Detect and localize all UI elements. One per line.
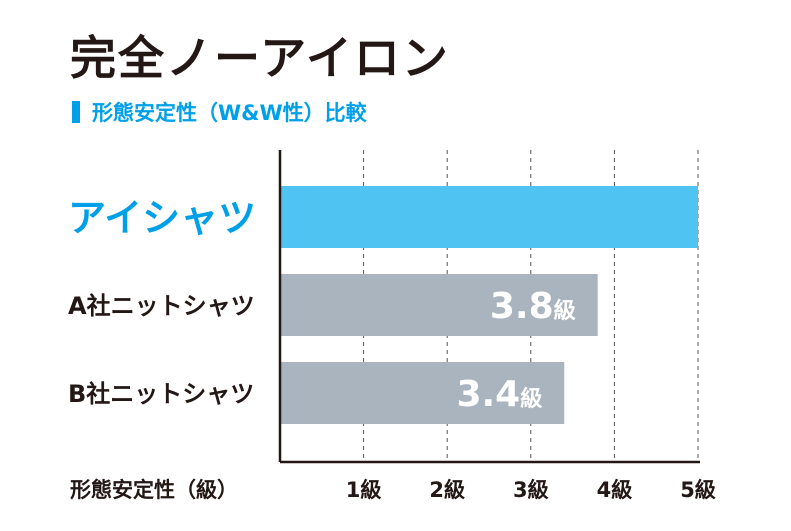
chart-title: 完全ノーアイロン <box>70 31 450 85</box>
category-label: A社ニットシャツ <box>68 292 255 320</box>
category-label: アイシャツ <box>68 196 256 240</box>
value-label: 3.4級 <box>456 374 542 415</box>
tick-label: 1級 <box>346 478 382 502</box>
value-label: 3.8級 <box>490 286 576 327</box>
bar <box>280 362 565 424</box>
category-label: B社ニットシャツ <box>68 380 254 408</box>
tick-label: 2級 <box>429 478 465 502</box>
subtitle-marker <box>72 101 80 123</box>
bar <box>280 186 698 248</box>
chart-subtitle: 形態安定性（W&W性）比較 <box>92 101 367 125</box>
x-axis-label: 形態安定性（級） <box>70 478 238 502</box>
tick-label: 4級 <box>597 478 633 502</box>
tick-label: 3級 <box>513 478 549 502</box>
chart-subtitle-wrap: 形態安定性（W&W性）比較 <box>72 100 367 125</box>
bar <box>280 274 598 336</box>
tick-label: 5級 <box>680 478 716 502</box>
